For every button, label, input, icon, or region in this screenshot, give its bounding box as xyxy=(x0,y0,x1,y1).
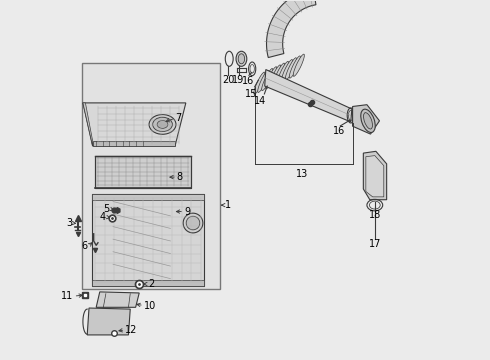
Text: 17: 17 xyxy=(368,239,381,249)
Ellipse shape xyxy=(238,54,245,64)
Text: 10: 10 xyxy=(144,301,156,311)
Ellipse shape xyxy=(270,65,281,87)
Text: 12: 12 xyxy=(125,325,138,335)
Text: 9: 9 xyxy=(184,207,190,217)
Text: 11: 11 xyxy=(61,291,74,301)
Polygon shape xyxy=(366,156,384,197)
Polygon shape xyxy=(353,105,379,134)
Ellipse shape xyxy=(277,61,289,84)
Ellipse shape xyxy=(285,58,296,80)
Ellipse shape xyxy=(293,54,304,76)
Text: 13: 13 xyxy=(296,168,309,179)
Bar xyxy=(95,156,191,188)
Bar xyxy=(82,63,220,289)
Ellipse shape xyxy=(266,67,277,89)
Text: 7: 7 xyxy=(175,113,181,123)
Ellipse shape xyxy=(183,213,203,233)
Polygon shape xyxy=(364,151,387,200)
Bar xyxy=(92,280,204,286)
Ellipse shape xyxy=(262,68,273,91)
Ellipse shape xyxy=(361,109,375,132)
Polygon shape xyxy=(83,103,93,146)
Polygon shape xyxy=(87,308,130,335)
Text: 1: 1 xyxy=(225,200,231,210)
Polygon shape xyxy=(83,103,186,146)
Ellipse shape xyxy=(281,59,293,82)
Text: 19: 19 xyxy=(232,75,245,85)
Ellipse shape xyxy=(236,51,247,66)
Bar xyxy=(95,156,191,188)
Ellipse shape xyxy=(254,72,265,94)
Bar xyxy=(92,194,204,286)
Ellipse shape xyxy=(157,121,168,129)
Ellipse shape xyxy=(364,113,372,129)
Ellipse shape xyxy=(186,216,200,230)
Text: 4: 4 xyxy=(100,212,106,222)
Text: 6: 6 xyxy=(82,241,88,251)
Text: 15: 15 xyxy=(245,89,258,99)
Ellipse shape xyxy=(153,117,172,132)
Polygon shape xyxy=(96,292,139,307)
Ellipse shape xyxy=(149,114,176,134)
Text: 5: 5 xyxy=(103,204,109,214)
Polygon shape xyxy=(93,140,175,146)
Text: 16: 16 xyxy=(242,76,254,86)
Ellipse shape xyxy=(289,56,300,78)
Text: 3: 3 xyxy=(66,218,72,228)
Bar xyxy=(92,194,204,200)
Polygon shape xyxy=(265,69,352,122)
Text: 14: 14 xyxy=(254,96,267,106)
Ellipse shape xyxy=(258,70,269,93)
Ellipse shape xyxy=(273,63,285,85)
Polygon shape xyxy=(267,0,316,58)
Text: 2: 2 xyxy=(148,279,154,289)
Text: 20: 20 xyxy=(222,75,234,85)
Text: 16: 16 xyxy=(333,126,345,136)
Text: 8: 8 xyxy=(177,172,183,182)
Text: 18: 18 xyxy=(368,211,381,220)
